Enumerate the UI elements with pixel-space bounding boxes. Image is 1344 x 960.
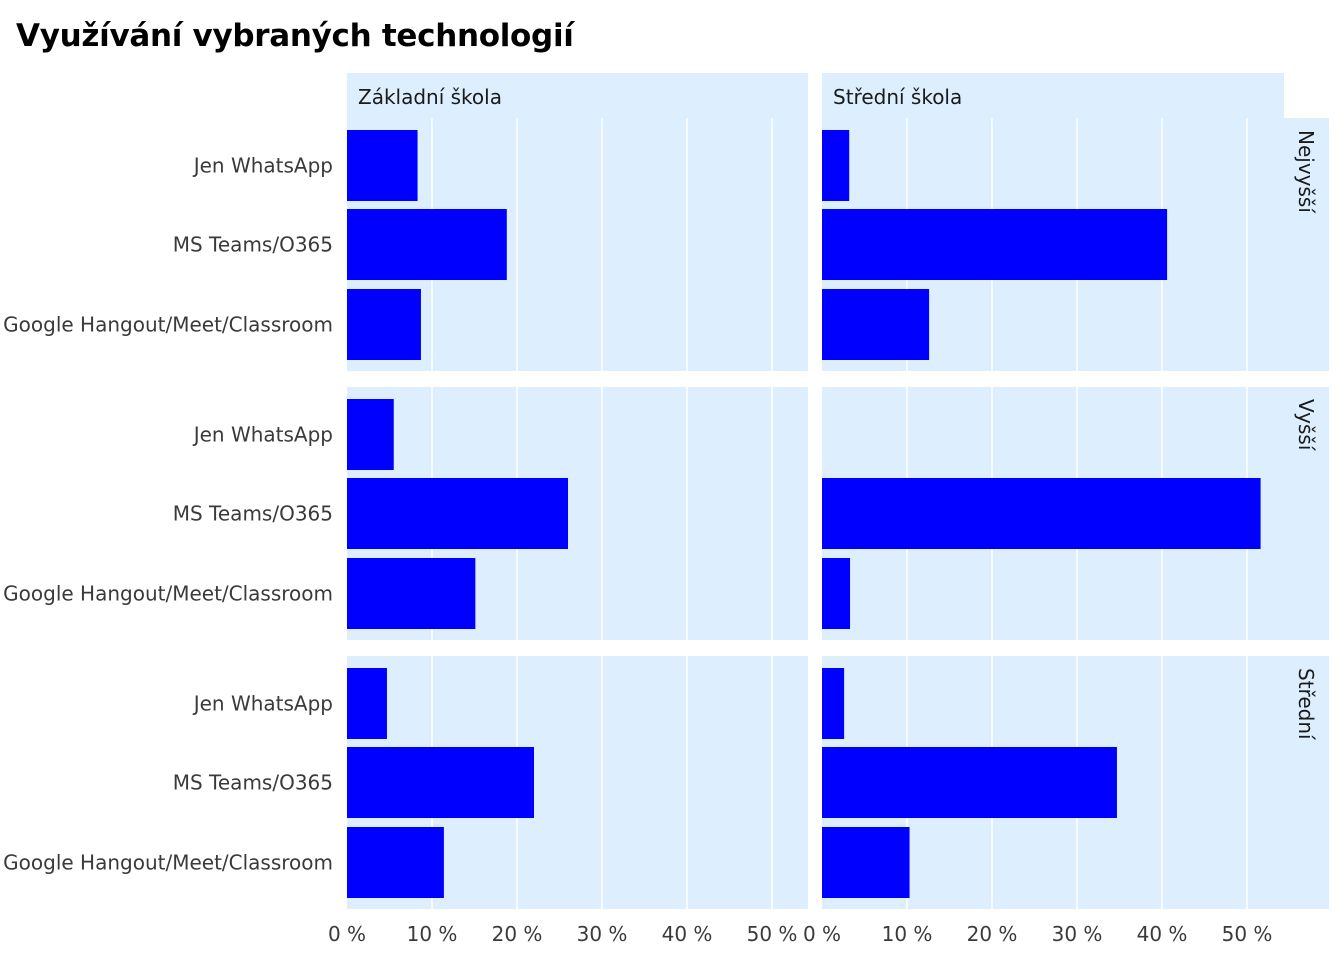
category-label: MS Teams/O365 — [173, 771, 333, 795]
category-label: Jen WhatsApp — [192, 154, 333, 178]
bar — [347, 209, 507, 280]
bar — [347, 478, 568, 549]
category-label: Jen WhatsApp — [192, 692, 333, 716]
bar — [822, 209, 1168, 280]
column-strip — [347, 73, 808, 118]
x-tick-label: 50 % — [747, 922, 798, 946]
x-tick-label: 10 % — [407, 922, 458, 946]
bar — [347, 289, 421, 360]
category-label: Google Hangout/Meet/Classroom — [3, 582, 333, 606]
bar — [347, 668, 387, 739]
row-strip — [1284, 387, 1328, 640]
category-label: Google Hangout/Meet/Classroom — [3, 851, 333, 875]
bar — [822, 827, 910, 898]
bar — [347, 558, 476, 629]
bar — [822, 668, 845, 739]
row-strip — [1284, 656, 1328, 909]
category-label: Google Hangout/Meet/Classroom — [3, 313, 333, 337]
row-strip-label: Vyšší — [1294, 399, 1318, 452]
bar — [347, 747, 534, 818]
chart-title: Využívání vybraných technologií — [16, 18, 574, 54]
x-tick-label: 10 % — [882, 922, 933, 946]
x-tick-label: 0 % — [803, 922, 841, 946]
column-strip-label: Základní škola — [358, 85, 502, 109]
column-strip — [822, 73, 1284, 118]
x-tick-label: 0 % — [328, 922, 366, 946]
bar — [822, 558, 851, 629]
x-tick-label: 30 % — [1052, 922, 1103, 946]
row-strip — [1284, 118, 1328, 371]
column-strip-label: Střední škola — [833, 85, 962, 109]
x-tick-label: 20 % — [492, 922, 543, 946]
bar — [822, 130, 850, 201]
row-strip-label: Střední — [1294, 668, 1318, 741]
x-tick-label: 50 % — [1222, 922, 1273, 946]
bar — [822, 747, 1117, 818]
category-label: MS Teams/O365 — [173, 502, 333, 526]
category-label: Jen WhatsApp — [192, 423, 333, 447]
bar — [822, 478, 1261, 549]
bar — [347, 130, 418, 201]
panels-layer: Základní škola Střední škola Nejvyšší Jen W… — [3, 73, 1329, 946]
row-strip-label: Nejvyšší — [1294, 130, 1318, 214]
bar — [347, 827, 444, 898]
x-tick-label: 40 % — [1137, 922, 1188, 946]
x-tick-label: 20 % — [967, 922, 1018, 946]
x-tick-label: 40 % — [662, 922, 713, 946]
category-label: MS Teams/O365 — [173, 233, 333, 257]
bar — [347, 399, 394, 470]
bar — [822, 289, 930, 360]
x-tick-label: 30 % — [577, 922, 628, 946]
